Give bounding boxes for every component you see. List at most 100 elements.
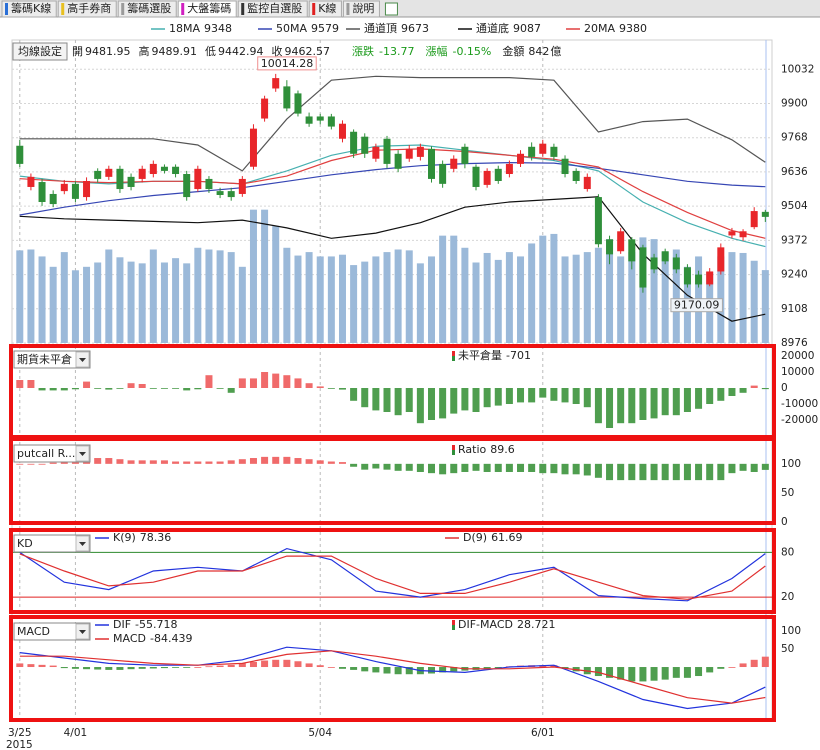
tab-background[interactable] [342,0,380,18]
candle-body [327,116,335,127]
tab-background[interactable] [177,0,237,18]
tab-marker[interactable] [312,3,316,15]
bar [483,667,491,669]
tab-marker[interactable] [181,3,185,15]
indicator-selector[interactable] [13,622,91,641]
selector-arrow[interactable] [79,542,86,546]
bar [439,667,447,673]
y-tick-label: 10032 [781,63,814,75]
indicator-selector-label[interactable]: MACD [17,625,50,638]
tab-marker[interactable] [346,3,350,15]
candle-body [750,211,758,228]
bar [628,463,636,481]
legend-label: K(9) [113,531,136,544]
tab-background[interactable] [237,0,308,18]
series-line [19,196,766,322]
legend-label: 通道頂 [364,21,397,35]
bar [583,388,591,408]
bar [572,388,580,404]
y-tick-label: 20000 [781,350,814,362]
series-line [19,148,766,239]
indicator-selector[interactable] [13,534,91,553]
legend-value: -701 [506,349,531,362]
bar [428,667,436,674]
volume-bar [272,226,280,343]
bar [394,667,402,675]
candle-body [661,251,669,262]
tab-marker[interactable] [121,3,125,15]
bar [594,667,602,677]
bar [628,667,636,682]
tab[interactable]: 高手券商 [57,0,117,18]
legend-value: 9579 [311,22,339,35]
tab-marker[interactable] [5,3,8,15]
candle-body [550,146,558,157]
bar [461,463,469,472]
tab-background[interactable] [117,0,177,18]
candle-body [205,178,213,190]
tab-label[interactable]: 監控自選股 [247,1,302,15]
selector-arrow[interactable] [79,358,86,362]
bar [38,463,46,465]
bar [750,659,758,668]
legend-value: 61.69 [491,531,523,544]
bar [283,456,291,464]
tab-label[interactable]: K線 [318,1,336,15]
bar [49,665,57,668]
ma-settings-button[interactable] [12,42,68,61]
bar [695,667,703,677]
tab-label[interactable]: 籌碼K線 [11,1,51,15]
candle-body [739,231,747,238]
bar [617,667,625,680]
tab-background[interactable] [1,0,57,18]
bar [272,659,280,668]
tab[interactable]: 籌碼選股 [117,0,177,18]
bar [183,667,191,668]
indicator-selector[interactable] [13,350,91,369]
y-tick-label: 50 [781,643,794,655]
volume-bar [261,209,269,343]
bar [238,663,246,668]
tab-label[interactable]: 高手券商 [67,1,111,15]
candle-body [472,166,480,187]
tab-background[interactable] [308,0,342,18]
volume-bar [572,254,580,343]
tab[interactable]: 監控自選股 [237,0,308,18]
bar [483,388,491,408]
tab[interactable]: 大盤籌碼 [177,0,237,18]
y-tick-label: 9636 [781,166,808,178]
candle-body [572,170,580,182]
tab-label[interactable]: 大盤籌碼 [187,1,231,15]
bar [695,463,703,481]
bar [227,388,235,393]
tab[interactable]: K線 [308,0,342,18]
candle-body [350,131,358,154]
toolbar-label: 漲跌 [352,44,374,58]
legend-label: D(9) [463,531,487,544]
tab-label[interactable]: 說明 [352,1,374,15]
bar [327,461,335,464]
ma-settings-label[interactable]: 均線設定 [18,44,62,58]
indicator-selector-label[interactable]: KD [17,537,33,550]
tab-background[interactable] [57,0,117,18]
legend-icon [452,620,455,625]
y-tick-label: 9372 [781,234,808,246]
candle-body [194,168,202,190]
indicator-selector[interactable] [13,444,91,463]
selector-arrow[interactable] [79,452,86,456]
bar [172,667,180,668]
tab-marker[interactable] [241,3,245,15]
bar [450,667,458,672]
tab[interactable]: 籌碼K線 [1,0,57,18]
tab-label[interactable]: 籌碼選股 [127,2,171,15]
volume-bar [394,249,402,343]
selector-arrow[interactable] [79,630,86,634]
candle-body [416,146,424,157]
indicator-selector-label[interactable]: 期貨未平倉 [17,352,72,366]
bar [305,459,313,464]
bar [249,458,257,464]
indicator-selector-label[interactable]: putcall R... [17,447,75,460]
tab-icon[interactable] [384,2,398,16]
tab[interactable]: 說明 [342,0,380,18]
tab-marker[interactable] [61,3,65,15]
